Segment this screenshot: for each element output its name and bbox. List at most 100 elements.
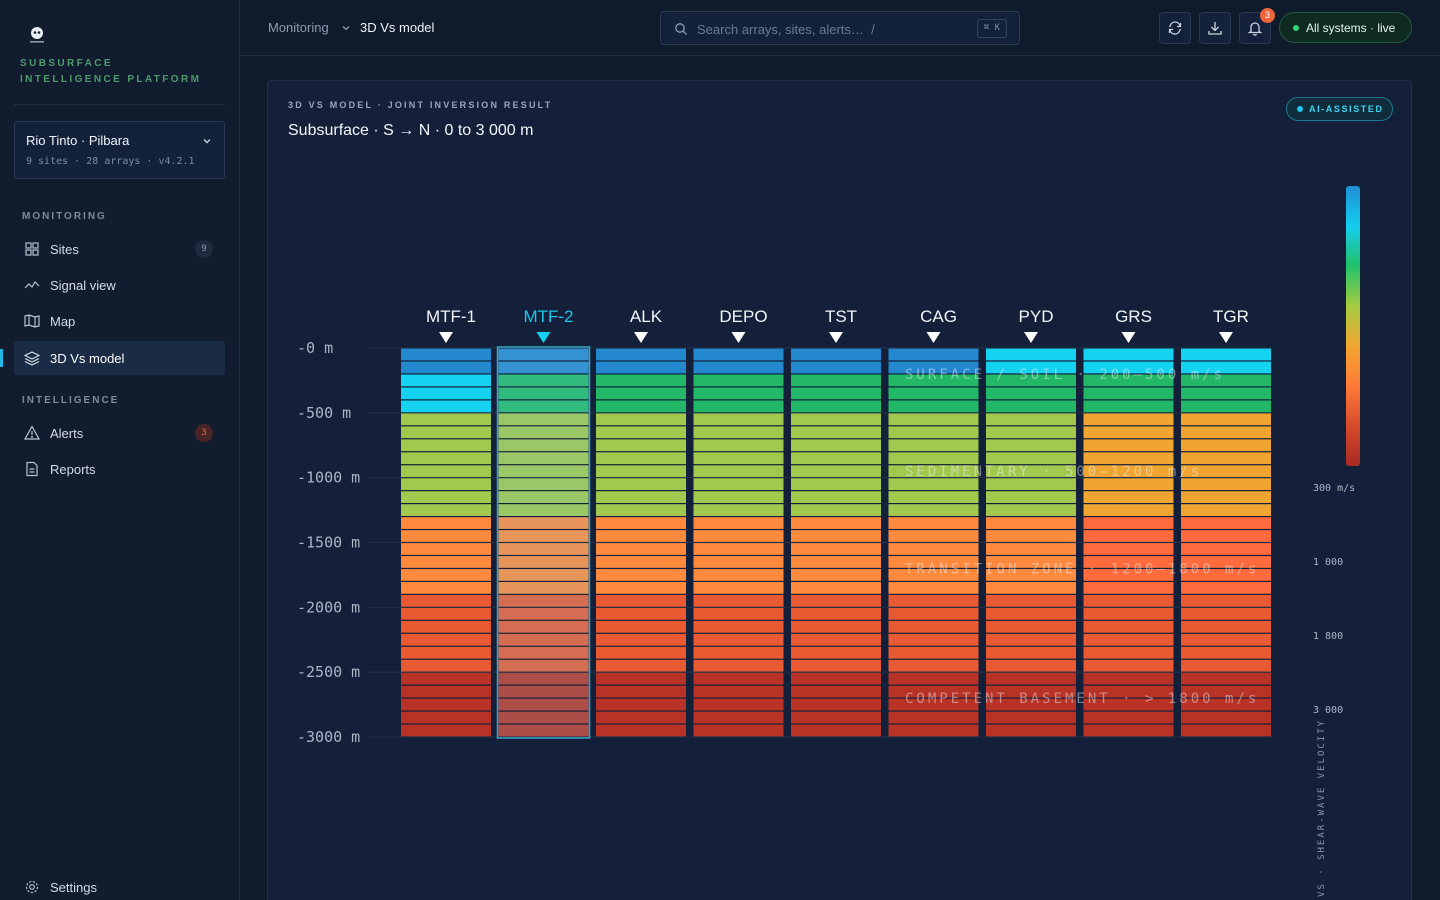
velocity-layer-cell[interactable] xyxy=(791,452,881,465)
velocity-layer-cell[interactable] xyxy=(596,387,686,400)
velocity-layer-cell[interactable] xyxy=(791,504,881,516)
velocity-layer-cell[interactable] xyxy=(1083,387,1174,400)
sidebar-item-reports[interactable]: Reports xyxy=(14,452,225,486)
velocity-layer-cell[interactable] xyxy=(693,556,784,568)
velocity-layer-cell[interactable] xyxy=(401,361,491,374)
velocity-layer-cell[interactable] xyxy=(791,672,881,685)
velocity-layer-cell[interactable] xyxy=(498,646,589,659)
velocity-layer-cell[interactable] xyxy=(693,569,784,581)
velocity-layer-cell[interactable] xyxy=(693,620,784,633)
velocity-layer-cell[interactable] xyxy=(791,646,881,659)
velocity-layer-cell[interactable] xyxy=(1181,439,1271,452)
notifications-button[interactable]: 3 xyxy=(1239,8,1275,44)
velocity-layer-cell[interactable] xyxy=(986,504,1076,516)
velocity-layer-cell[interactable] xyxy=(1181,711,1271,724)
velocity-layer-cell[interactable] xyxy=(596,465,686,478)
velocity-layer-cell[interactable] xyxy=(888,724,979,737)
velocity-layer-cell[interactable] xyxy=(888,646,979,659)
velocity-layer-cell[interactable] xyxy=(1181,348,1271,361)
velocity-layer-cell[interactable] xyxy=(498,439,589,452)
velocity-layer-cell[interactable] xyxy=(401,478,491,491)
velocity-layer-cell[interactable] xyxy=(693,543,784,555)
sidebar-item-settings[interactable]: Settings xyxy=(14,870,225,900)
velocity-layer-cell[interactable] xyxy=(693,413,784,426)
velocity-layer-cell[interactable] xyxy=(986,361,1076,374)
velocity-layer-cell[interactable] xyxy=(791,582,881,594)
sidebar-item-map[interactable]: Map xyxy=(14,304,225,338)
velocity-layer-cell[interactable] xyxy=(791,465,881,478)
velocity-layer-cell[interactable] xyxy=(986,569,1076,581)
velocity-layer-cell[interactable] xyxy=(888,594,979,607)
velocity-layer-cell[interactable] xyxy=(791,620,881,633)
velocity-layer-cell[interactable] xyxy=(693,504,784,516)
velocity-layer-cell[interactable] xyxy=(791,556,881,568)
velocity-layer-cell[interactable] xyxy=(986,711,1076,724)
velocity-layer-cell[interactable] xyxy=(1083,465,1174,478)
velocity-layer-cell[interactable] xyxy=(986,439,1076,452)
velocity-layer-cell[interactable] xyxy=(401,387,491,400)
velocity-layer-cell[interactable] xyxy=(1181,361,1271,374)
velocity-layer-cell[interactable] xyxy=(498,698,589,711)
velocity-layer-cell[interactable] xyxy=(498,374,589,387)
velocity-layer-cell[interactable] xyxy=(596,582,686,594)
velocity-layer-cell[interactable] xyxy=(1181,582,1271,594)
velocity-layer-cell[interactable] xyxy=(1083,413,1174,426)
velocity-layer-cell[interactable] xyxy=(888,607,979,620)
velocity-layer-cell[interactable] xyxy=(888,711,979,724)
velocity-layer-cell[interactable] xyxy=(498,530,589,542)
velocity-layer-cell[interactable] xyxy=(888,374,979,387)
velocity-layer-cell[interactable] xyxy=(1083,374,1174,387)
velocity-layer-cell[interactable] xyxy=(1181,426,1271,439)
velocity-layer-cell[interactable] xyxy=(791,543,881,555)
site-column-mtf-1[interactable] xyxy=(401,348,491,737)
velocity-layer-cell[interactable] xyxy=(888,685,979,698)
velocity-layer-cell[interactable] xyxy=(693,607,784,620)
velocity-layer-cell[interactable] xyxy=(888,543,979,555)
velocity-layer-cell[interactable] xyxy=(596,633,686,646)
velocity-layer-cell[interactable] xyxy=(888,426,979,439)
velocity-layer-cell[interactable] xyxy=(596,491,686,503)
site-label[interactable]: MTF-1 xyxy=(426,307,476,326)
velocity-layer-cell[interactable] xyxy=(693,672,784,685)
velocity-layer-cell[interactable] xyxy=(693,361,784,374)
velocity-layer-cell[interactable] xyxy=(1083,543,1174,555)
velocity-layer-cell[interactable] xyxy=(596,478,686,491)
velocity-layer-cell[interactable] xyxy=(888,517,979,529)
system-status-pill[interactable]: All systems · live xyxy=(1279,12,1412,43)
velocity-layer-cell[interactable] xyxy=(693,685,784,698)
velocity-layer-cell[interactable] xyxy=(791,361,881,374)
velocity-layer-cell[interactable] xyxy=(401,504,491,516)
velocity-layer-cell[interactable] xyxy=(986,374,1076,387)
velocity-layer-cell[interactable] xyxy=(888,620,979,633)
velocity-layer-cell[interactable] xyxy=(596,724,686,737)
velocity-layer-cell[interactable] xyxy=(1181,387,1271,400)
velocity-layer-cell[interactable] xyxy=(498,387,589,400)
velocity-layer-cell[interactable] xyxy=(693,659,784,672)
velocity-layer-cell[interactable] xyxy=(596,620,686,633)
velocity-layer-cell[interactable] xyxy=(986,646,1076,659)
velocity-layer-cell[interactable] xyxy=(401,659,491,672)
velocity-layer-cell[interactable] xyxy=(693,491,784,503)
velocity-layer-cell[interactable] xyxy=(1181,698,1271,711)
velocity-layer-cell[interactable] xyxy=(791,491,881,503)
velocity-layer-cell[interactable] xyxy=(1181,646,1271,659)
velocity-layer-cell[interactable] xyxy=(401,711,491,724)
velocity-layer-cell[interactable] xyxy=(1083,724,1174,737)
velocity-layer-cell[interactable] xyxy=(498,711,589,724)
velocity-layer-cell[interactable] xyxy=(1083,348,1174,361)
velocity-layer-cell[interactable] xyxy=(401,698,491,711)
velocity-layer-cell[interactable] xyxy=(596,426,686,439)
velocity-layer-cell[interactable] xyxy=(596,400,686,413)
velocity-layer-cell[interactable] xyxy=(596,711,686,724)
velocity-layer-cell[interactable] xyxy=(1083,439,1174,452)
velocity-layer-cell[interactable] xyxy=(693,465,784,478)
site-column-cag[interactable] xyxy=(888,348,979,737)
velocity-layer-cell[interactable] xyxy=(1083,361,1174,374)
velocity-layer-cell[interactable] xyxy=(693,426,784,439)
velocity-layer-cell[interactable] xyxy=(401,569,491,581)
site-label[interactable]: DEPO xyxy=(719,307,767,326)
velocity-layer-cell[interactable] xyxy=(693,517,784,529)
velocity-layer-cell[interactable] xyxy=(693,530,784,542)
velocity-layer-cell[interactable] xyxy=(1083,646,1174,659)
velocity-layer-cell[interactable] xyxy=(888,672,979,685)
